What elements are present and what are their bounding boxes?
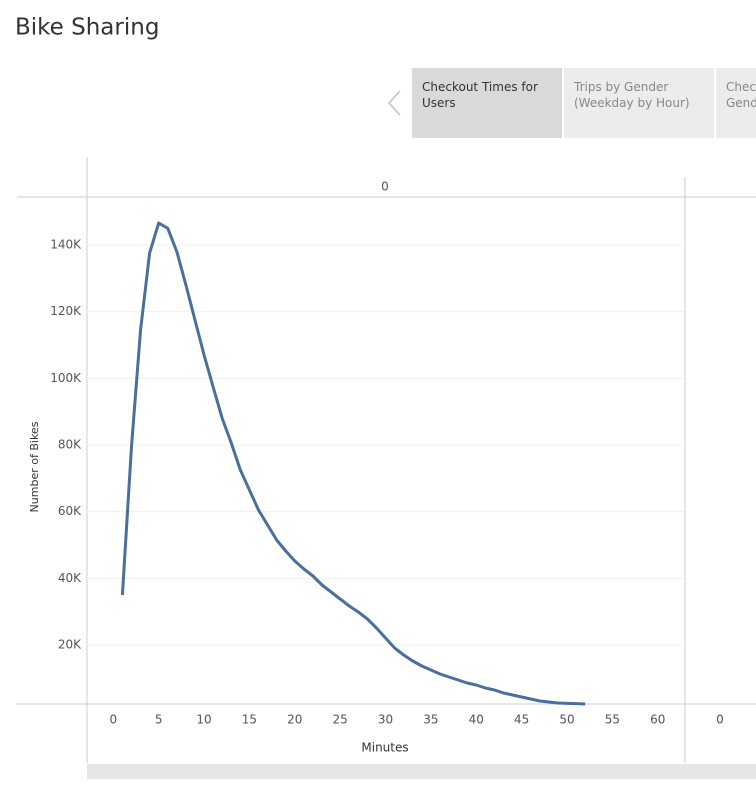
x-tick-label: 55 [605,713,620,727]
tab-label: Checkout Times for Users [422,80,538,110]
y-axis-title: Number of Bikes [28,421,41,512]
y-tick-label: 120K [50,304,82,318]
x-tick-label: 60 [650,713,665,727]
x-tick-label: 25 [333,713,348,727]
x-tick-label: 15 [242,713,257,727]
tab-label: Trips by Gender (Weekday by Hour) [573,80,690,110]
x-tick-label: 10 [196,713,211,727]
pane-label: 0 [716,713,724,727]
data-line [120,221,586,706]
tab-active[interactable] [412,68,562,138]
tab[interactable] [716,68,756,138]
x-tick-label: 45 [514,713,529,727]
tab[interactable] [564,68,714,138]
x-tick-label: 50 [559,713,574,727]
x-tick-label: 40 [469,713,484,727]
x-tick-label: 0 [109,713,117,727]
x-axis-title: Minutes [361,741,408,755]
y-tick-label: 100K [50,371,82,385]
x-tick-label: 5 [155,713,163,727]
column-header: 0 [381,180,389,194]
scrollbar[interactable] [87,764,756,779]
y-tick-label: 80K [58,438,82,452]
y-tick-label: 40K [58,571,82,585]
y-tick-label: 20K [58,638,82,652]
y-tick-label: 140K [50,238,82,252]
page-title: Bike Sharing [15,15,159,41]
prev-arrow[interactable] [387,90,401,116]
x-tick-label: 35 [423,713,438,727]
x-tick-label: 20 [287,713,302,727]
y-tick-label: 60K [58,504,82,518]
x-tick-label: 30 [378,713,393,727]
